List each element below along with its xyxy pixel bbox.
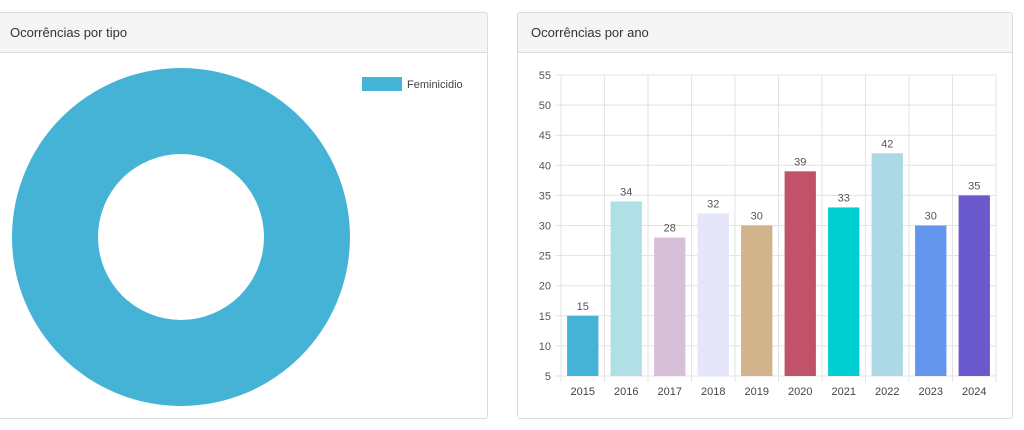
x-tick-label: 2018 xyxy=(701,386,725,398)
y-tick-label: 25 xyxy=(539,251,551,263)
x-tick-label: 2021 xyxy=(832,386,856,398)
bar-2015[interactable] xyxy=(567,315,599,376)
panel-title: Ocorrências por ano xyxy=(518,13,1012,53)
bar-value-label: 15 xyxy=(577,301,589,313)
bar-value-label: 30 xyxy=(751,211,763,223)
bar-2022[interactable] xyxy=(871,153,903,376)
bar-2019[interactable] xyxy=(741,225,773,377)
panel-ocorrencias-por-tipo: Ocorrências por tipo Feminicidio xyxy=(0,12,488,419)
y-tick-label: 45 xyxy=(539,130,551,142)
y-tick-label: 35 xyxy=(539,190,551,202)
bar-value-label: 30 xyxy=(925,211,937,223)
bar-value-label: 39 xyxy=(794,156,806,168)
x-tick-label: 2016 xyxy=(614,386,638,398)
y-tick-label: 5 xyxy=(545,371,551,383)
bar-chart: 5 10 15 20 25 30 35 40 45 50 55 15 2015 34 2016 28 2017 3… xyxy=(539,70,997,398)
bar-value-label: 32 xyxy=(707,198,719,210)
x-tick-label: 2022 xyxy=(875,386,899,398)
bar-2024[interactable] xyxy=(958,195,990,376)
bar-2016[interactable] xyxy=(610,201,642,376)
bar-2017[interactable] xyxy=(654,237,686,376)
bar-2023[interactable] xyxy=(915,225,947,377)
y-tick-label: 40 xyxy=(539,160,551,172)
doughnut-chart: Feminicidio xyxy=(12,68,463,406)
x-tick-label: 2024 xyxy=(962,386,986,398)
x-tick-label: 2019 xyxy=(745,386,769,398)
bar-value-label: 35 xyxy=(968,180,980,192)
panel-title: Ocorrências por tipo xyxy=(0,13,487,53)
y-tick-label: 10 xyxy=(539,341,551,353)
bar-value-label: 42 xyxy=(881,138,893,150)
y-tick-label: 15 xyxy=(539,311,551,323)
doughnut-slice[interactable] xyxy=(12,68,350,406)
panel-ocorrencias-por-ano: Ocorrências por ano 5 10 15 20 25 30 35 40 45 50 5… xyxy=(517,12,1013,419)
bar-2020[interactable] xyxy=(784,171,816,376)
bar-value-label: 33 xyxy=(838,192,850,204)
y-tick-label: 30 xyxy=(539,221,551,233)
y-tick-label: 20 xyxy=(539,281,551,293)
bar-2021[interactable] xyxy=(828,207,860,376)
x-tick-label: 2023 xyxy=(919,386,943,398)
x-tick-label: 2017 xyxy=(658,386,682,398)
y-tick-label: 55 xyxy=(539,70,551,82)
legend-swatch[interactable] xyxy=(362,77,402,91)
x-tick-label: 2015 xyxy=(571,386,595,398)
y-tick-label: 50 xyxy=(539,100,551,112)
x-tick-label: 2020 xyxy=(788,386,812,398)
bar-2018[interactable] xyxy=(697,213,729,376)
bar-value-label: 28 xyxy=(664,223,676,235)
legend-label[interactable]: Feminicidio xyxy=(407,79,463,91)
bar-value-label: 34 xyxy=(620,186,632,198)
